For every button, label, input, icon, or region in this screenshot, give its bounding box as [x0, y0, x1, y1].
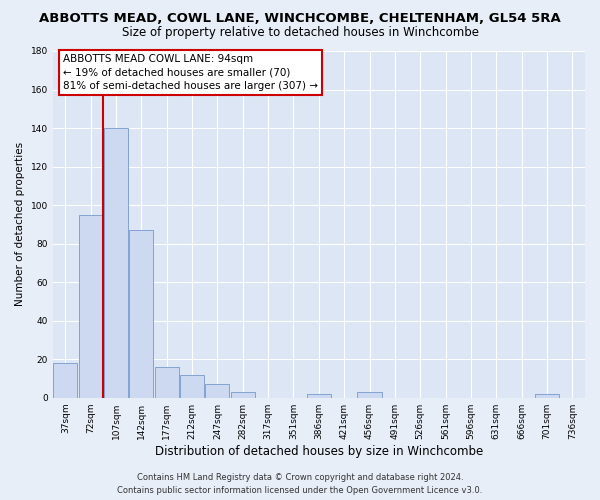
Bar [79, 214, 103, 398]
Bar [180, 374, 204, 398]
Text: Size of property relative to detached houses in Winchcombe: Size of property relative to detached ho… [121, 26, 479, 39]
Y-axis label: Number of detached properties: Number of detached properties [15, 142, 25, 306]
Bar [104, 128, 128, 398]
Bar [130, 230, 154, 398]
Bar [535, 394, 559, 398]
Bar [155, 367, 179, 398]
Text: ABBOTTS MEAD, COWL LANE, WINCHCOMBE, CHELTENHAM, GL54 5RA: ABBOTTS MEAD, COWL LANE, WINCHCOMBE, CHE… [39, 12, 561, 26]
X-axis label: Distribution of detached houses by size in Winchcombe: Distribution of detached houses by size … [155, 444, 483, 458]
Text: Contains HM Land Registry data © Crown copyright and database right 2024.
Contai: Contains HM Land Registry data © Crown c… [118, 474, 482, 495]
Bar [358, 392, 382, 398]
Bar [53, 363, 77, 398]
Bar [231, 392, 255, 398]
Text: ABBOTTS MEAD COWL LANE: 94sqm
← 19% of detached houses are smaller (70)
81% of s: ABBOTTS MEAD COWL LANE: 94sqm ← 19% of d… [64, 54, 319, 91]
Bar [205, 384, 229, 398]
Bar [307, 394, 331, 398]
